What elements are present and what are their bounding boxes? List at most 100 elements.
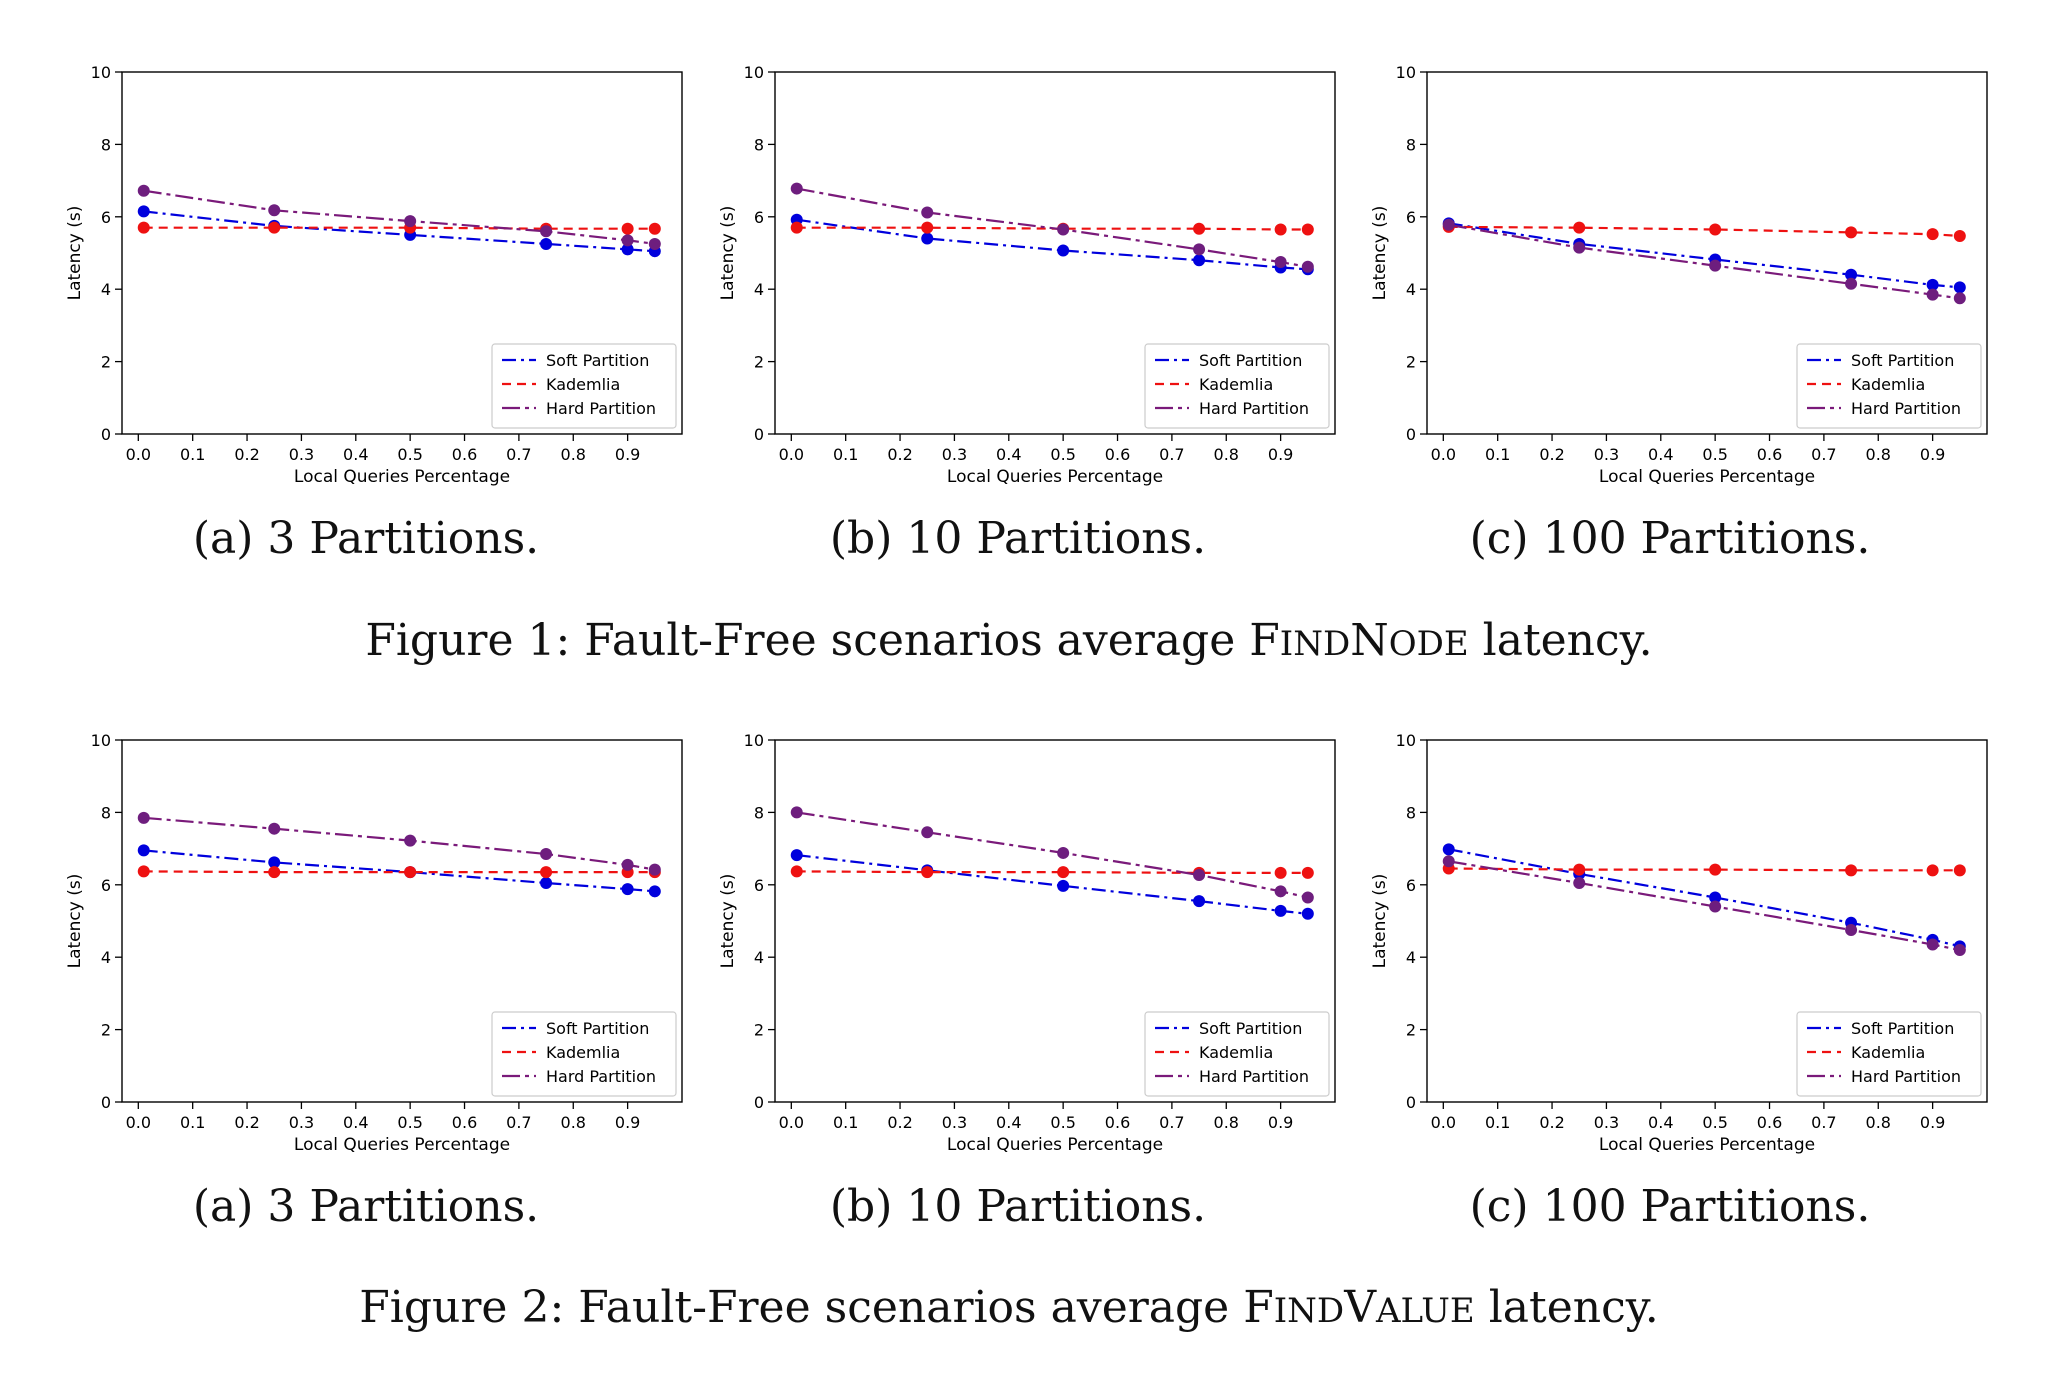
plot-frame	[774, 71, 1336, 435]
legend-box	[1144, 1011, 1330, 1097]
series-line-2	[143, 226, 655, 230]
legend: Soft Partition Kademlia Hard Partition	[1796, 343, 1982, 429]
data-point	[1193, 254, 1206, 267]
chart-3: 0.0 0.1 0.2 0.3 0.4 0.5 0.6 0.7 0.8 0.9 0 2 4 6 8 10 Loc…	[1370, 63, 1988, 487]
data-point	[648, 237, 661, 250]
data-point	[137, 205, 150, 218]
data-point	[1953, 281, 1966, 294]
x-tick-label: 0.1	[1485, 1113, 1510, 1132]
x-tick-label: 0.0	[779, 1113, 804, 1132]
caption-part: ODE	[1389, 624, 1469, 664]
data-point	[621, 858, 634, 871]
series-line-2	[1448, 867, 1960, 872]
figure-caption: Figure 2: Fault-Free scenarios average F…	[359, 1282, 1658, 1333]
y-axis-label: Latency (s)	[718, 874, 738, 969]
x-tick-label: 0.3	[289, 445, 314, 464]
y-tick-label: 4	[1406, 948, 1416, 967]
data-point	[1057, 879, 1070, 892]
chart-4: 0.0 0.1 0.2 0.3 0.4 0.5 0.6 0.7 0.8 0.9 0 2 4 6 8 10 Loc…	[65, 731, 683, 1155]
y-tick-label: 8	[101, 803, 111, 822]
data-point	[1301, 866, 1314, 879]
y-tick-label: 0	[101, 1093, 111, 1112]
x-tick-label: 0.8	[1214, 1113, 1239, 1132]
data-point	[621, 234, 634, 247]
data-point	[1709, 259, 1722, 272]
data-point	[790, 865, 803, 878]
legend-label: Soft Partition	[1851, 1019, 1954, 1038]
x-tick-label: 0.1	[833, 1113, 858, 1132]
x-tick-label: 0.1	[180, 445, 205, 464]
subcaption: (c) 100 Partitions.	[1470, 513, 1871, 564]
figure-caption: Figure 1: Fault-Free scenarios average F…	[365, 615, 1652, 666]
x-tick-label: 0.7	[1159, 445, 1184, 464]
y-axis-label: Latency (s)	[718, 206, 738, 301]
x-tick-label: 0.2	[234, 1113, 259, 1132]
legend-box	[1796, 1011, 1982, 1097]
data-point	[1709, 223, 1722, 236]
y-tick-label: 6	[101, 876, 111, 895]
data-point	[1926, 288, 1939, 301]
series-line-1	[796, 854, 1308, 915]
data-point	[540, 225, 553, 238]
y-tick-label: 4	[754, 948, 764, 967]
legend: Soft Partition Kademlia Hard Partition	[491, 343, 677, 429]
data-point	[621, 222, 634, 235]
data-point	[137, 865, 150, 878]
x-tick-label: 0.5	[1050, 1113, 1075, 1132]
x-tick-label: 0.6	[452, 1113, 477, 1132]
legend-label: Soft Partition	[1199, 351, 1302, 370]
x-tick-label: 0.4	[1648, 445, 1673, 464]
data-point	[1573, 876, 1586, 889]
y-tick-label: 6	[1406, 208, 1416, 227]
legend: Soft Partition Kademlia Hard Partition	[491, 1011, 677, 1097]
x-tick-label: 0.4	[343, 445, 368, 464]
data-point	[1274, 256, 1287, 269]
x-tick-label: 0.7	[1159, 1113, 1184, 1132]
subcaption: (b) 10 Partitions.	[830, 1181, 1206, 1232]
legend-box	[1796, 343, 1982, 429]
caption-part: latency.	[1469, 615, 1653, 666]
subcaption: (a) 3 Partitions.	[193, 1181, 539, 1232]
x-tick-label: 0.0	[779, 445, 804, 464]
x-tick-label: 0.1	[180, 1113, 205, 1132]
x-tick-label: 0.4	[1648, 1113, 1673, 1132]
data-point	[1057, 866, 1070, 879]
x-tick-label: 0.4	[996, 445, 1021, 464]
x-tick-label: 0.3	[1594, 1113, 1619, 1132]
y-tick-label: 8	[1406, 135, 1416, 154]
data-point	[921, 221, 934, 234]
caption-part: F	[1249, 615, 1280, 666]
data-point	[1301, 907, 1314, 920]
data-point	[1845, 924, 1858, 937]
series-line-2	[796, 870, 1308, 875]
y-tick-label: 2	[1406, 1021, 1416, 1040]
x-tick-label: 0.6	[1105, 1113, 1130, 1132]
y-tick-label: 2	[754, 353, 764, 372]
x-tick-label: 0.9	[1268, 445, 1293, 464]
data-point	[790, 182, 803, 195]
legend-label: Soft Partition	[546, 351, 649, 370]
y-tick-label: 10	[1396, 63, 1416, 82]
y-tick-label: 0	[1406, 425, 1416, 444]
data-point	[648, 863, 661, 876]
data-point	[1953, 292, 1966, 305]
x-tick-label: 0.4	[996, 1113, 1021, 1132]
x-tick-label: 0.0	[1431, 445, 1456, 464]
y-axis-label: Latency (s)	[65, 874, 85, 969]
subcaption: (a) 3 Partitions.	[193, 513, 539, 564]
caption-part: Figure 2: Fault-Free scenarios average	[359, 1282, 1243, 1333]
y-tick-label: 10	[744, 63, 764, 82]
legend-label: Soft Partition	[546, 1019, 649, 1038]
data-point	[1057, 244, 1070, 257]
data-point	[268, 822, 281, 835]
data-point	[1953, 864, 1966, 877]
x-tick-label: 0.6	[1757, 1113, 1782, 1132]
data-point	[1193, 222, 1206, 235]
data-point	[137, 221, 150, 234]
y-tick-label: 6	[754, 876, 764, 895]
series-line-3	[1448, 860, 1961, 952]
legend-label: Kademlia	[1851, 375, 1925, 394]
data-point	[1057, 846, 1070, 859]
